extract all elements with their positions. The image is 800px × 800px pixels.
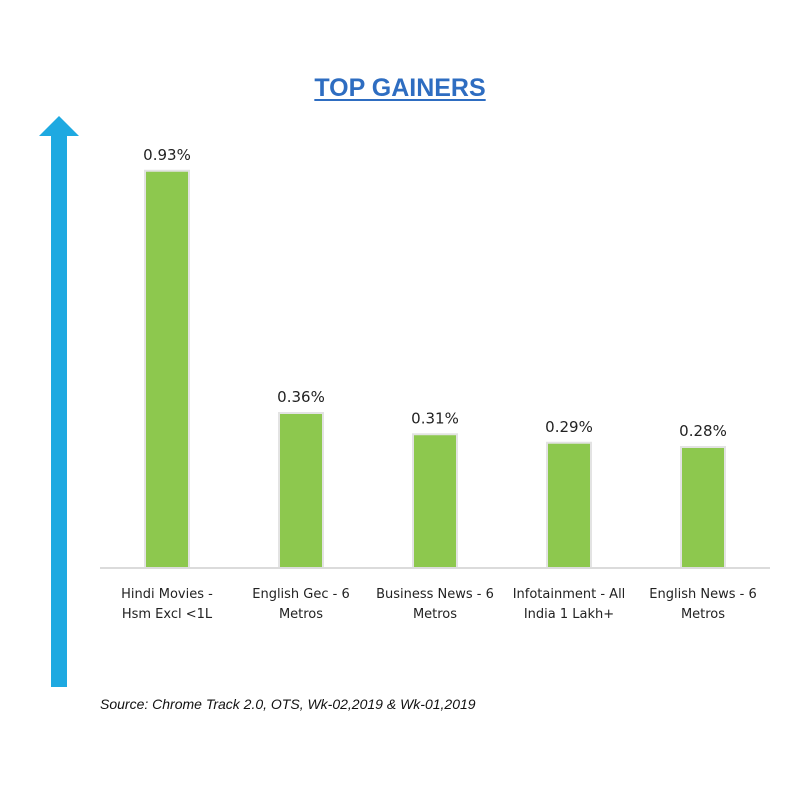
bar — [682, 448, 724, 567]
data-label: 0.31% — [411, 409, 459, 427]
category-label: English Gec - 6 Metros — [252, 587, 350, 622]
data-label: 0.36% — [277, 388, 325, 406]
bar — [548, 443, 590, 567]
data-label: 0.93% — [143, 146, 191, 164]
up-arrow-icon — [39, 116, 79, 687]
category-label: Hindi Movies - Hsm Excl <1L — [121, 587, 213, 622]
bar — [280, 414, 322, 567]
category-label: Business News - 6 Metros — [376, 587, 494, 622]
category-label: English News - 6 Metros — [649, 587, 757, 622]
chart-title: TOP GAINERS — [314, 74, 486, 102]
data-label: 0.29% — [545, 418, 593, 436]
source-note: Source: Chrome Track 2.0, OTS, Wk-02,201… — [100, 696, 476, 712]
bar — [414, 435, 456, 567]
bar — [146, 171, 188, 567]
category-label: Infotainment - All India 1 Lakh+ — [512, 587, 626, 622]
data-label: 0.28% — [679, 422, 727, 440]
